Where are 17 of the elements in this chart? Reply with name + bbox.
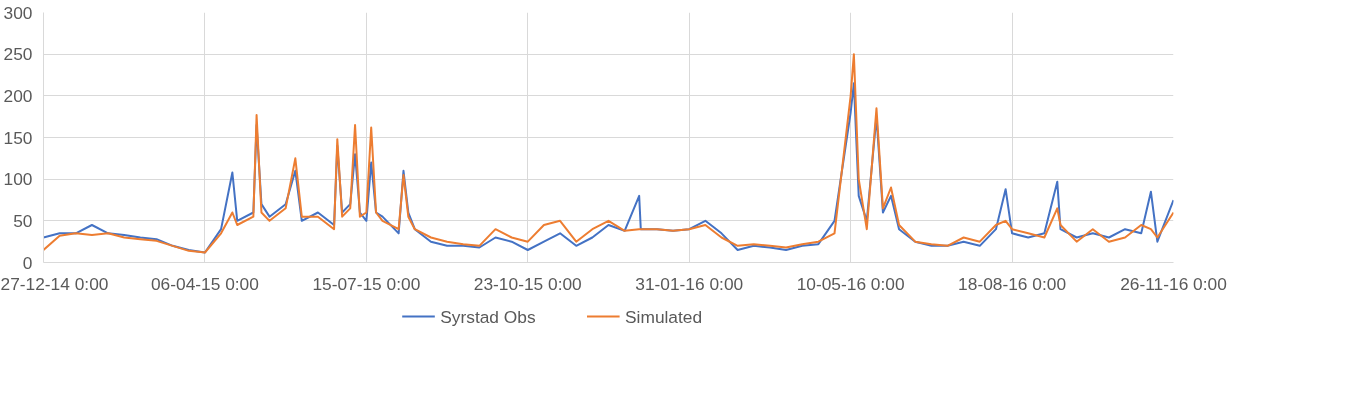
y-tick-label: 200 <box>3 85 33 106</box>
x-tick-label: 31-01-16 0:00 <box>635 273 744 294</box>
y-tick-label: 0 <box>22 252 33 273</box>
x-tick-label: 23-10-15 0:00 <box>473 273 582 294</box>
x-tick-label: 15-07-15 0:00 <box>312 273 421 294</box>
x-tick-label: 18-08-16 0:00 <box>958 273 1067 294</box>
y-tick-label: 150 <box>3 127 33 148</box>
x-tick-label: 10-05-16 0:00 <box>796 273 905 294</box>
x-tick-label: 27-12-14 0:00 <box>0 273 109 294</box>
y-tick-label: 250 <box>3 44 33 65</box>
y-tick-label: 50 <box>13 210 33 231</box>
y-tick-label: 100 <box>3 169 33 190</box>
x-tick-label: 06-04-15 0:00 <box>150 273 259 294</box>
legend-label: Syrstad Obs <box>440 306 536 327</box>
legend-label: Simulated <box>625 306 703 327</box>
y-tick-label: 300 <box>3 2 33 23</box>
x-tick-label: 26-11-16 0:00 <box>1120 273 1227 294</box>
